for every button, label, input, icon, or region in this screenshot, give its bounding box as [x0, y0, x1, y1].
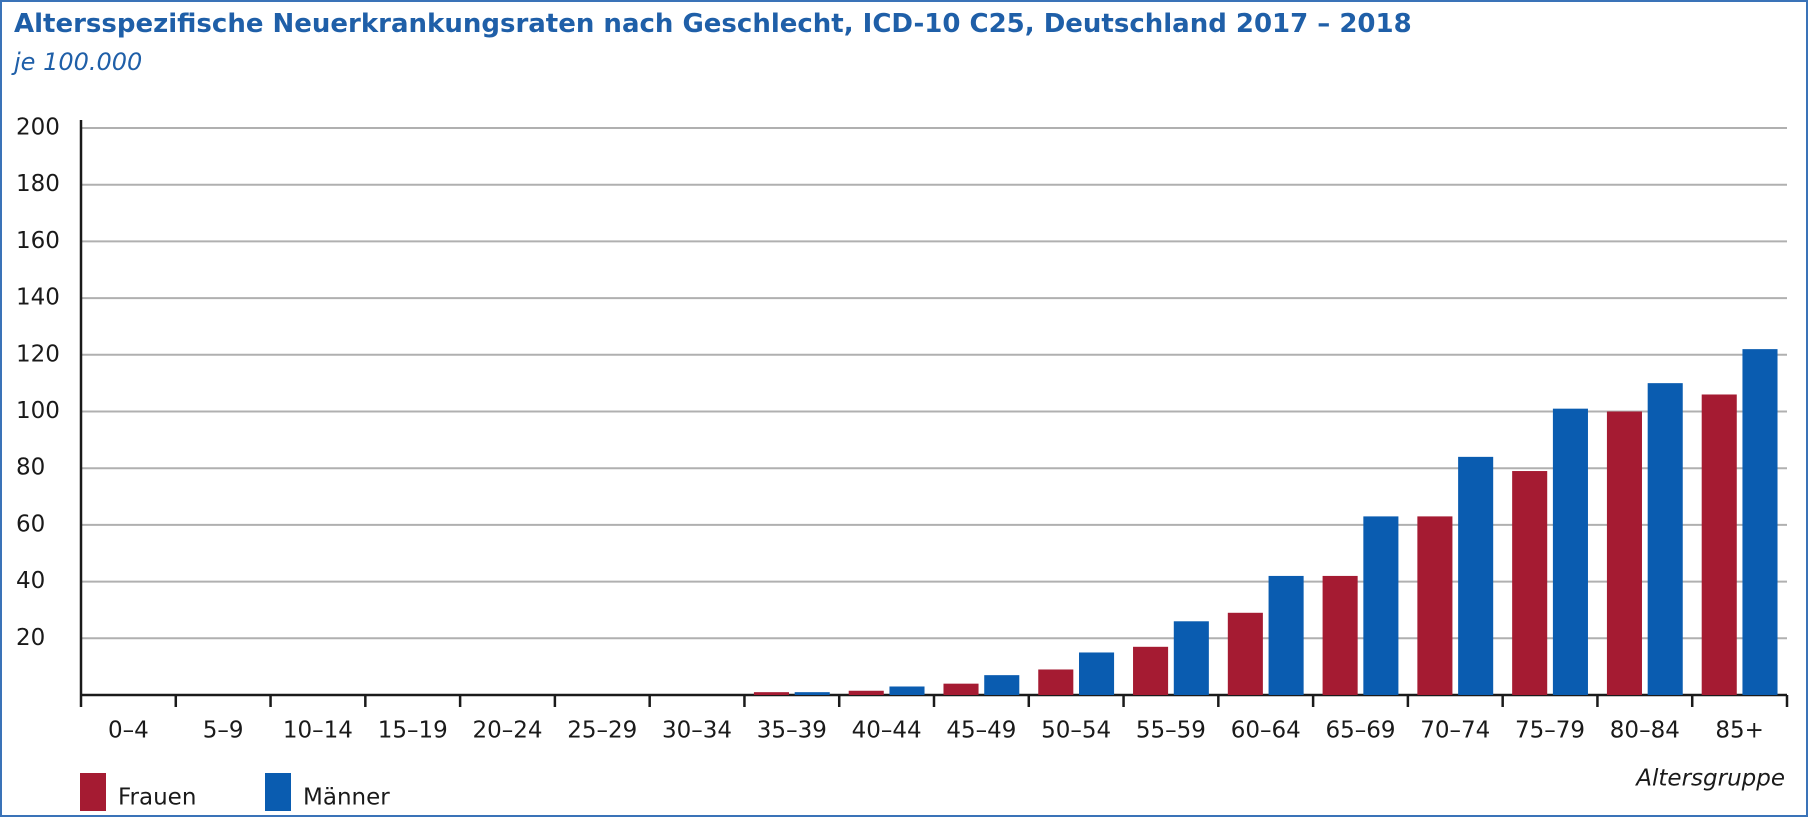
bar	[794, 692, 830, 695]
bar	[1038, 669, 1074, 695]
x-tick-label: 50–54	[1041, 718, 1111, 744]
bar	[1512, 471, 1548, 695]
bar	[1606, 411, 1642, 695]
x-tick-label: 55–59	[1136, 718, 1206, 744]
y-tick-label: 160	[16, 228, 60, 254]
bar	[1268, 575, 1304, 695]
bar	[848, 690, 884, 695]
bar	[1552, 408, 1588, 695]
bar	[889, 686, 925, 695]
x-tick-label: 10–14	[283, 718, 353, 744]
x-tick-label: 30–34	[662, 718, 732, 744]
x-tick-label: 25–29	[567, 718, 637, 744]
bar	[1173, 621, 1209, 695]
chart-title: Altersspezifische Neuerkrankungsraten na…	[14, 9, 1412, 39]
x-tick-label: 60–64	[1231, 718, 1301, 744]
y-tick-label: 180	[16, 171, 60, 197]
x-tick-label: 45–49	[946, 718, 1016, 744]
y-tick-label: 120	[16, 341, 60, 367]
chart-subtitle: je 100.000	[11, 48, 142, 76]
y-tick-label: 80	[16, 455, 45, 481]
y-tick-label: 40	[16, 568, 45, 594]
legend-label: Männer	[303, 785, 390, 811]
bar	[1227, 612, 1263, 695]
x-axis-label: Altersgruppe	[1634, 766, 1785, 792]
legend-swatch	[265, 773, 291, 811]
y-tick-label: 20	[16, 625, 45, 651]
bar	[984, 675, 1020, 695]
bar	[1701, 394, 1737, 695]
bar	[1322, 575, 1358, 695]
x-tick-label: 5–9	[203, 718, 244, 744]
y-tick-label: 100	[16, 398, 60, 424]
bar	[1133, 646, 1169, 695]
bar	[753, 692, 789, 695]
bar	[1363, 516, 1399, 695]
y-tick-label: 60	[16, 511, 45, 537]
x-tick-label: 0–4	[108, 718, 149, 744]
bar	[1458, 456, 1494, 695]
y-tick-label: 140	[16, 285, 60, 311]
x-tick-label: 40–44	[852, 718, 922, 744]
legend-swatch	[80, 773, 106, 811]
x-tick-label: 65–69	[1325, 718, 1395, 744]
bar	[1742, 349, 1778, 695]
x-tick-label: 20–24	[472, 718, 542, 744]
x-tick-label: 80–84	[1610, 718, 1680, 744]
legend-label: Frauen	[118, 785, 196, 811]
bar	[1647, 383, 1683, 695]
x-tick-label: 70–74	[1420, 718, 1490, 744]
x-tick-label: 15–19	[378, 718, 448, 744]
x-tick-label: 85+	[1715, 718, 1764, 744]
x-tick-label: 75–79	[1515, 718, 1585, 744]
y-tick-label: 200	[16, 115, 60, 141]
x-tick-label: 35–39	[757, 718, 827, 744]
bar	[1417, 516, 1453, 695]
bar	[943, 683, 979, 695]
bar	[1079, 652, 1115, 695]
